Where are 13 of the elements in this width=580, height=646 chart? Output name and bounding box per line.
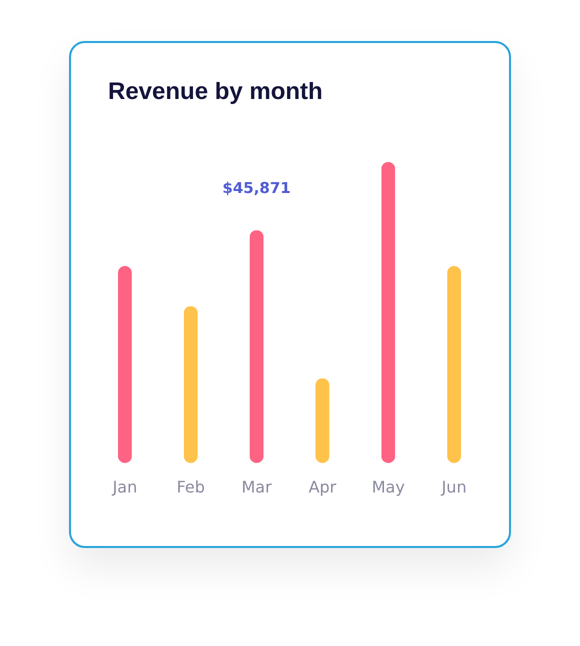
bar <box>447 266 462 463</box>
x-tick-label: Mar <box>241 478 272 496</box>
x-tick-label: Jan <box>112 478 138 496</box>
x-tick-label: Jun <box>440 478 467 496</box>
x-tick-label: May <box>372 478 405 496</box>
bar <box>315 378 330 463</box>
data-label: $45,871 <box>222 179 291 198</box>
x-tick-label: Apr <box>308 478 337 496</box>
bar <box>250 230 264 463</box>
bar <box>184 306 198 463</box>
bar <box>381 162 396 463</box>
x-tick-label: Feb <box>176 478 205 496</box>
bar <box>118 266 132 463</box>
